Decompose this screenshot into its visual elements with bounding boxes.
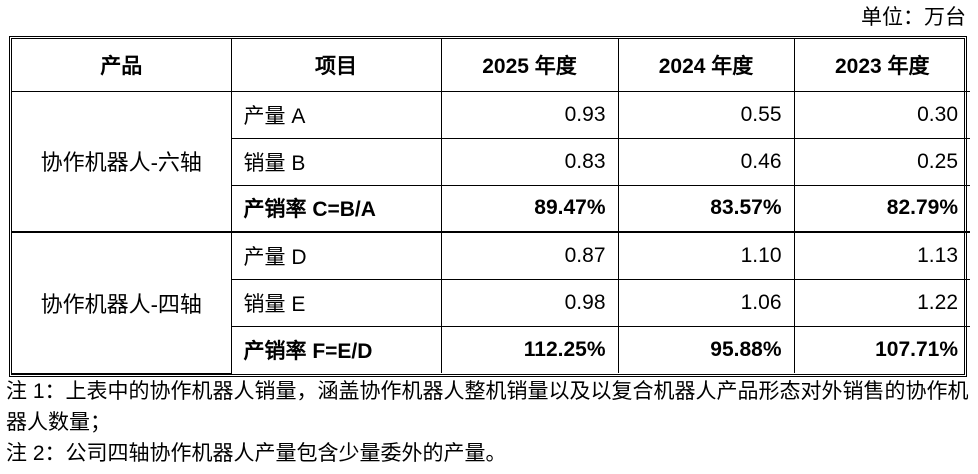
item-cell: 销量 B xyxy=(231,137,442,186)
value-2025: 0.83 xyxy=(440,137,619,186)
production-sales-table: 产品 项目 2025 年度 2024 年度 2023 年度 协作机器人-六轴 产… xyxy=(9,36,970,377)
table-row: 产销率 F=E/D 112.25% 95.88% 107.71% xyxy=(12,325,970,373)
value-2023: 107.71% xyxy=(793,325,970,373)
value-2024: 0.55 xyxy=(617,90,795,139)
value-2024: 95.88% xyxy=(617,325,795,373)
value-2025: 0.98 xyxy=(440,278,619,327)
product-cell: 协作机器人-六轴 xyxy=(12,90,232,233)
value-2025: 0.87 xyxy=(440,231,619,280)
table-notes: 注 1：上表中的协作机器人销量，涵盖协作机器人整机销量以及以复合机器人产品形态对… xyxy=(6,376,972,469)
header-2025: 2025 年度 xyxy=(440,39,619,92)
item-cell: 产销率 F=E/D xyxy=(231,325,442,373)
value-2025: 112.25% xyxy=(440,325,619,373)
item-cell: 产销率 C=B/A xyxy=(231,184,442,233)
product-cell: 协作机器人-四轴 xyxy=(12,231,232,374)
table-row: 产销率 C=B/A 89.47% 83.57% 82.79% xyxy=(12,184,970,233)
value-2023: 1.13 xyxy=(793,231,970,280)
header-product: 产品 xyxy=(12,39,232,92)
value-2025: 89.47% xyxy=(440,184,619,233)
table-row: 协作机器人-六轴 产量 A 0.93 0.55 0.30 xyxy=(12,90,970,233)
note-1: 注 1：上表中的协作机器人销量，涵盖协作机器人整机销量以及以复合机器人产品形态对… xyxy=(6,380,969,434)
value-2025: 0.93 xyxy=(440,90,619,139)
table-header-row: 产品 项目 2025 年度 2024 年度 2023 年度 xyxy=(12,39,970,92)
value-2023: 0.30 xyxy=(793,90,970,139)
value-2024: 0.46 xyxy=(617,137,795,186)
header-2023: 2023 年度 xyxy=(793,39,970,92)
value-2023: 1.22 xyxy=(793,278,970,327)
value-2024: 1.06 xyxy=(617,278,795,327)
table-row: 协作机器人-四轴 产量 D 0.87 1.10 1.13 xyxy=(12,231,970,374)
header-2024: 2024 年度 xyxy=(617,39,795,92)
value-2023: 0.25 xyxy=(793,137,970,186)
unit-label: 单位：万台 xyxy=(861,6,966,29)
item-cell: 销量 E xyxy=(231,278,442,327)
header-item: 项目 xyxy=(230,39,442,92)
item-cell: 产量 A xyxy=(230,90,442,139)
value-2024: 83.57% xyxy=(617,184,795,233)
table-row: 销量 E 0.98 1.06 1.22 xyxy=(12,278,970,327)
note-2: 注 2：公司四轴协作机器人产量包含少量委外的产量。 xyxy=(6,442,507,465)
value-2024: 1.10 xyxy=(617,231,795,280)
item-cell: 产量 D xyxy=(230,231,442,280)
value-2023: 82.79% xyxy=(793,184,970,233)
